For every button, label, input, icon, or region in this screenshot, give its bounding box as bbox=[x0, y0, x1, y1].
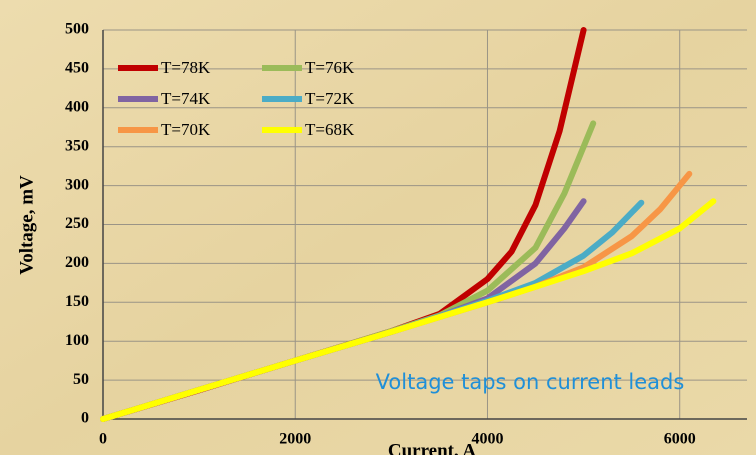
x-tick-label: 0 bbox=[99, 431, 107, 448]
x-axis-title: Current, A bbox=[388, 440, 477, 455]
y-tick-label: 0 bbox=[81, 410, 89, 427]
legend-label: T=70K bbox=[161, 120, 211, 139]
y-tick-label: 350 bbox=[65, 137, 89, 154]
x-tick-label: 2000 bbox=[279, 431, 311, 448]
y-tick-label: 450 bbox=[65, 60, 89, 77]
y-tick-label: 400 bbox=[65, 98, 89, 115]
series-line bbox=[100, 198, 717, 422]
annotation: Voltage taps on current leads bbox=[376, 370, 685, 394]
x-tick-label: 6000 bbox=[664, 431, 696, 448]
y-axis-title: Voltage, mV bbox=[16, 175, 37, 275]
y-tick-label: 250 bbox=[65, 215, 89, 232]
y-tick-label: 300 bbox=[65, 176, 89, 193]
x-tick-label: 4000 bbox=[471, 431, 503, 448]
legend-label: T=74K bbox=[161, 89, 211, 108]
legend-label: T=76K bbox=[305, 58, 355, 77]
y-tick-label: 500 bbox=[65, 21, 89, 38]
y-tick-label: 50 bbox=[73, 371, 89, 388]
y-tick-label: 150 bbox=[65, 293, 89, 310]
legend-label: T=68K bbox=[305, 120, 355, 139]
legend-label: T=72K bbox=[305, 89, 355, 108]
y-tick-label: 100 bbox=[65, 332, 89, 349]
legend-label: T=78K bbox=[161, 58, 211, 77]
y-tick-label: 200 bbox=[65, 254, 89, 271]
